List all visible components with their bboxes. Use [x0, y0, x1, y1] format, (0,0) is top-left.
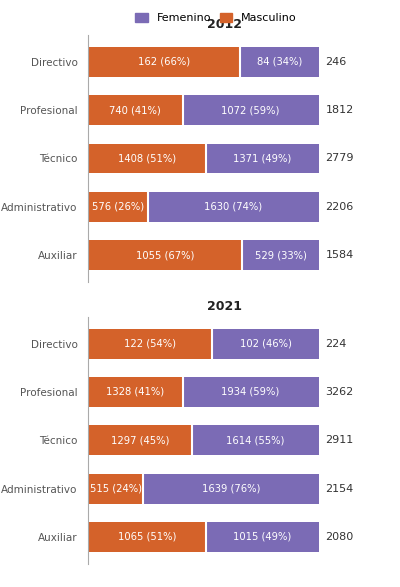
Bar	[88, 522, 206, 552]
Title: 2021: 2021	[206, 300, 242, 313]
Bar	[148, 192, 318, 222]
Bar	[206, 522, 318, 552]
Text: 162 (66%): 162 (66%)	[138, 57, 190, 67]
Text: 3262: 3262	[326, 387, 354, 397]
Text: 740 (41%): 740 (41%)	[109, 105, 161, 115]
Bar	[88, 425, 192, 456]
Text: 84 (34%): 84 (34%)	[257, 57, 302, 67]
Bar	[206, 143, 318, 174]
Text: 2154: 2154	[326, 484, 354, 494]
Legend: Femenino, Masculino: Femenino, Masculino	[131, 8, 301, 28]
Text: 1055 (67%): 1055 (67%)	[136, 250, 194, 260]
Title: 2012: 2012	[206, 18, 242, 31]
Text: 1015 (49%): 1015 (49%)	[233, 532, 291, 542]
Bar	[88, 240, 242, 270]
Text: 1614 (55%): 1614 (55%)	[226, 435, 284, 446]
Text: 224: 224	[326, 339, 347, 349]
Bar	[182, 377, 318, 407]
Text: 2206: 2206	[326, 202, 354, 212]
Text: 122 (54%): 122 (54%)	[124, 339, 176, 349]
Text: 1934 (59%): 1934 (59%)	[221, 387, 280, 397]
Bar	[143, 474, 318, 504]
Bar	[88, 474, 143, 504]
Bar	[88, 143, 206, 174]
Bar	[182, 95, 318, 125]
Text: 1812: 1812	[326, 105, 354, 115]
Bar	[240, 47, 318, 77]
Bar	[88, 47, 240, 77]
Text: 2911: 2911	[326, 435, 354, 446]
Text: 1639 (76%): 1639 (76%)	[202, 484, 260, 494]
Text: 1371 (49%): 1371 (49%)	[233, 153, 291, 164]
Text: 2080: 2080	[326, 532, 354, 542]
Text: 1328 (41%): 1328 (41%)	[106, 387, 164, 397]
Bar	[88, 377, 182, 407]
Text: 576 (26%): 576 (26%)	[92, 202, 144, 212]
Text: 1630 (74%): 1630 (74%)	[204, 202, 262, 212]
Text: 1297 (45%): 1297 (45%)	[111, 435, 169, 446]
Text: 2779: 2779	[326, 153, 354, 164]
Bar	[192, 425, 318, 456]
Bar	[88, 95, 182, 125]
Bar	[88, 192, 148, 222]
Text: 1065 (51%): 1065 (51%)	[118, 532, 176, 542]
Bar	[242, 240, 318, 270]
Text: 102 (46%): 102 (46%)	[240, 339, 292, 349]
Text: 515 (24%): 515 (24%)	[90, 484, 142, 494]
Text: 1584: 1584	[326, 250, 354, 260]
Text: 1072 (59%): 1072 (59%)	[221, 105, 280, 115]
Text: 1408 (51%): 1408 (51%)	[118, 153, 176, 164]
Text: 529 (33%): 529 (33%)	[254, 250, 306, 260]
Bar	[212, 329, 318, 359]
Bar	[88, 329, 212, 359]
Text: 246: 246	[326, 57, 347, 67]
